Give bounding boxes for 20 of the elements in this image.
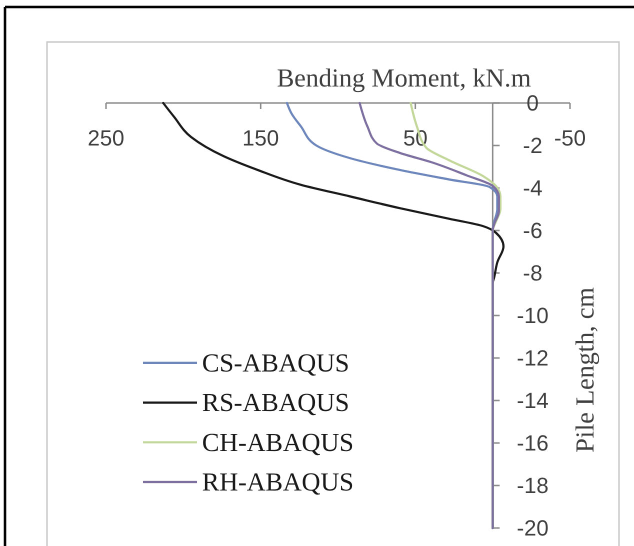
y-tick-label: -14 [516,388,549,413]
y-tick-label: -6 [522,218,542,243]
y-tick-label: -10 [516,303,549,328]
y-tick-label: -12 [516,346,549,370]
y-tick-label: -2 [522,133,542,158]
y-tick-label: -8 [522,260,542,286]
x-tick-label: 50 [403,126,428,150]
x-tick-label: -50 [554,126,586,150]
x-tick-label: 150 [242,126,280,150]
y-tick-label: -4 [522,176,542,200]
legend-label: CS-ABAQUS [202,348,350,378]
y-tick-label: -18 [516,473,549,498]
legend-label: RS-ABAQUS [202,388,350,418]
legend-label: CH-ABAQUS [202,428,354,457]
x-axis-title: Bending Moment, kN.m [276,64,532,92]
legend-label: RH-ABAQUS [202,468,354,496]
y-tick-label: -20 [516,516,549,540]
x-tick-label: 250 [88,126,124,150]
y-axis-title: Pile Length, cm [570,287,600,453]
y-tick-label: -16 [516,430,549,456]
